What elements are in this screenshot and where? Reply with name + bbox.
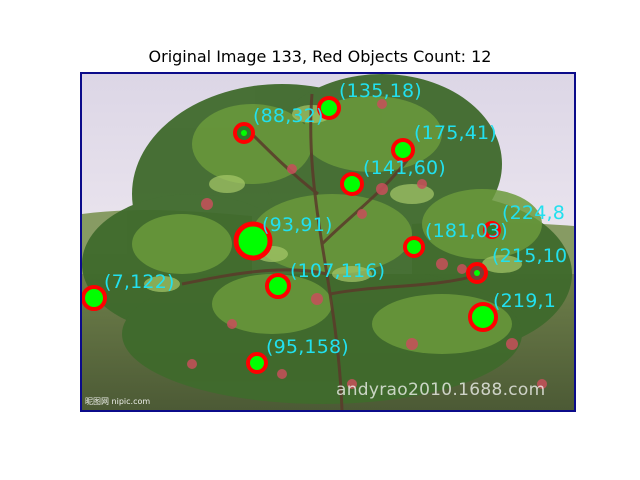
detection-marker bbox=[265, 273, 291, 299]
corner-logo: 昵图网 nipic.com bbox=[85, 397, 151, 406]
photo-watermark: andyrao2010.1688.com bbox=[336, 380, 546, 400]
detection-marker bbox=[317, 96, 341, 120]
detection-marker bbox=[233, 122, 255, 144]
detection-marker bbox=[340, 172, 364, 196]
detection-marker bbox=[246, 352, 268, 374]
detection-label: (224,8 bbox=[502, 202, 566, 224]
detection-marker bbox=[403, 236, 425, 258]
orchard-photo bbox=[82, 74, 574, 410]
detection-marker bbox=[466, 262, 488, 284]
detection-label: (7,122) bbox=[104, 271, 175, 293]
detection-marker bbox=[391, 138, 415, 162]
detection-label: (93,91) bbox=[262, 214, 333, 236]
detection-label: (215,10 bbox=[492, 245, 568, 267]
detection-label: (141,60) bbox=[363, 157, 446, 179]
detection-label: (181,03) bbox=[425, 220, 508, 242]
detection-marker bbox=[468, 302, 498, 332]
detection-label: (219,1 bbox=[493, 290, 557, 312]
detection-label: (95,158) bbox=[266, 336, 349, 358]
detection-marker bbox=[483, 221, 501, 239]
figure-title: Original Image 133, Red Objects Count: 1… bbox=[148, 47, 492, 66]
detection-marker bbox=[82, 285, 107, 311]
detection-label: (175,41) bbox=[414, 122, 497, 144]
detection-label: (135,18) bbox=[339, 80, 422, 102]
image-frame: (135,18) (88,32) (175,41) (141,60) (224,… bbox=[80, 72, 576, 412]
detection-label: (107,116) bbox=[290, 260, 386, 282]
detection-marker bbox=[233, 221, 273, 261]
detection-label: (88,32) bbox=[253, 105, 324, 127]
